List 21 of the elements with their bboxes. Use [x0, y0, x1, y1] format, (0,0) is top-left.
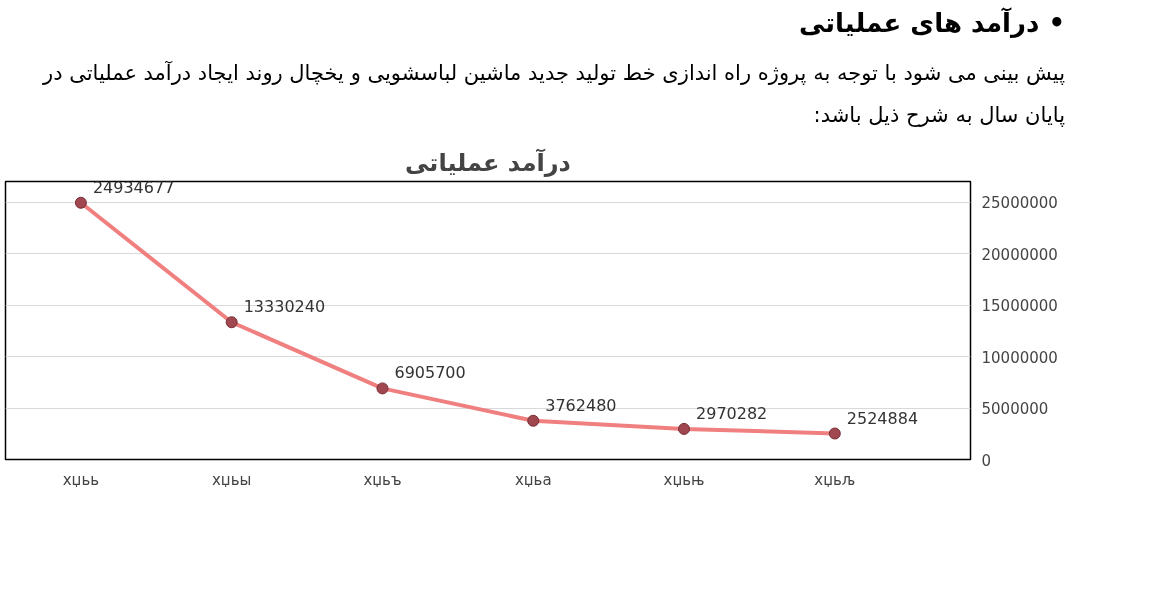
x-tick-label: хџьы	[211, 470, 252, 489]
y-tick-label: 10000000	[981, 348, 1058, 367]
x-tick-label: хџьь	[62, 470, 100, 489]
data-label: 13330240	[243, 297, 326, 317]
data-label: 3762480	[545, 395, 617, 415]
data-label: 2970282	[696, 404, 768, 424]
data-label: 6905700	[394, 363, 466, 383]
y-tick-label: 0	[981, 451, 992, 470]
x-tick-label: хџьњ	[663, 470, 705, 489]
x-tick-label: хџьљ	[814, 470, 856, 489]
y-tick-label: 15000000	[981, 297, 1058, 316]
chart-title: درآمد عملیاتی	[405, 147, 571, 177]
x-tick-label: хџьъ	[363, 470, 402, 489]
y-tick-label: 5000000	[981, 400, 1049, 419]
data-label: 2524884	[846, 408, 919, 428]
text: پیش بینی می شود با توجه به پروژه راه اندازی خط تولید جدید ماشین لباسشویی و یخچال روند ایجاد درآمد عملیاتی در پایان سال به شرح ذیل باشد:	[41, 60, 1065, 130]
y-tick-label: 20000000	[981, 245, 1058, 264]
x-tick-label: хџьа	[514, 470, 552, 489]
data-label: 24934677	[92, 177, 175, 197]
y-tick-label: 25000000	[981, 194, 1058, 213]
text: • درآمد های عملیاتی	[799, 6, 1065, 40]
